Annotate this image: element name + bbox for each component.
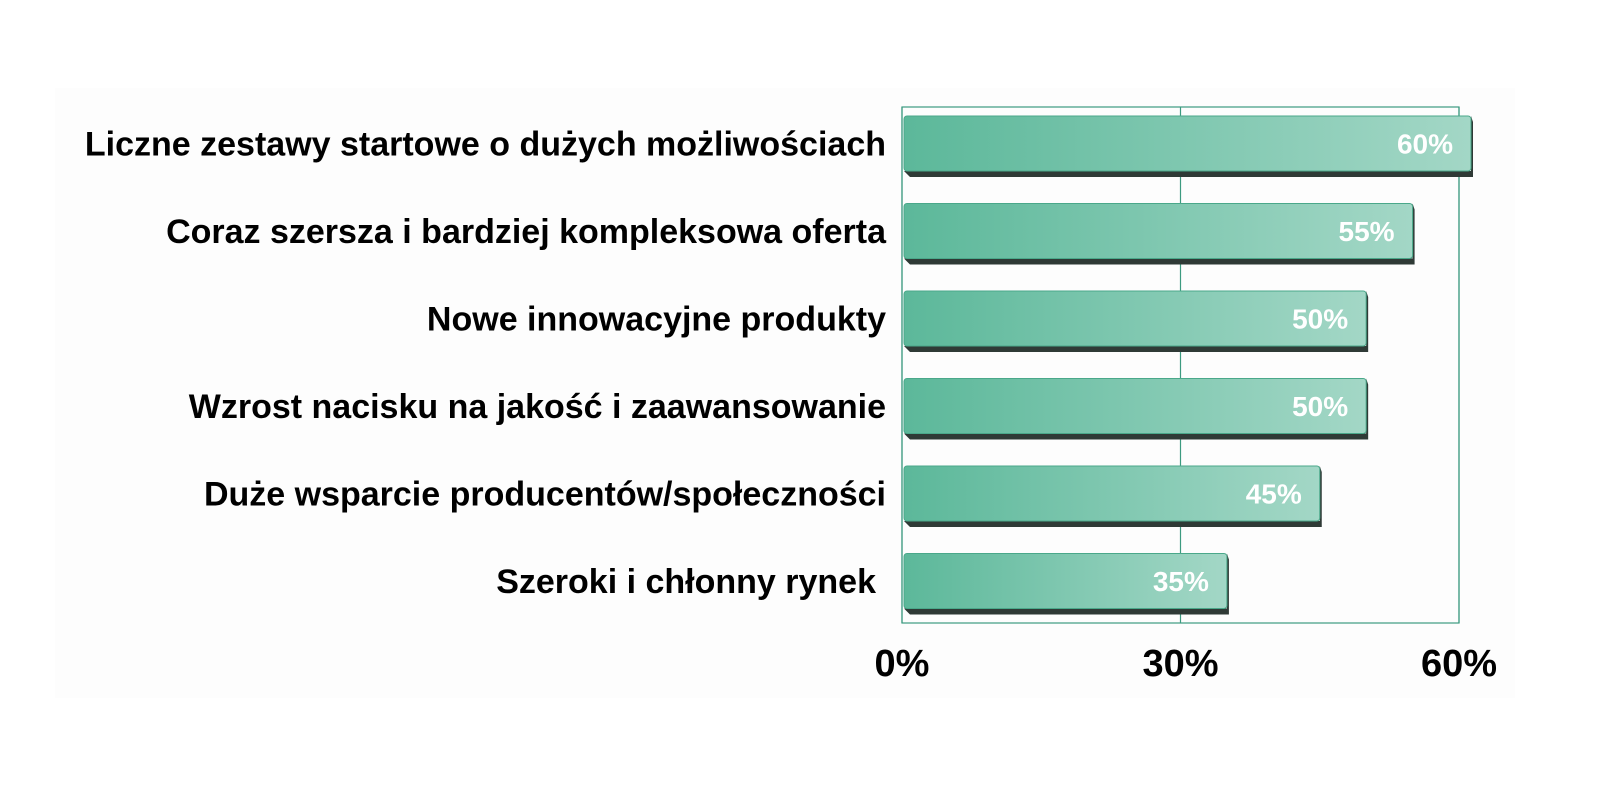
bar-value-label: 60% [1397,129,1453,160]
bar-value-label: 55% [1339,216,1395,247]
bar [903,115,1472,172]
bar [903,290,1367,347]
x-tick-label: 30% [1142,643,1218,685]
bars: 60% 55% 50% 50% 45% 35% [903,115,1473,615]
bar-value-label: 50% [1292,391,1348,422]
category-label: Szeroki i chłonny rynek [496,563,876,601]
bar-value-label: 35% [1153,566,1209,597]
category-labels: Liczne zestawy startowe o dużych możliwo… [85,126,887,602]
category-label: Wzrost nacisku na jakość i zaawansowanie [189,388,886,426]
x-axis-ticks: 0% 30% 60% [875,643,1497,685]
category-label: Nowe innowacyjne produkty [427,301,886,339]
bar [903,553,1228,609]
category-label: Liczne zestawy startowe o dużych możliwo… [85,126,886,164]
x-tick-label: 60% [1421,643,1497,685]
bar [903,465,1321,522]
category-label: Coraz szersza i bardziej kompleksowa ofe… [166,213,887,251]
category-label: Duże wsparcie producentów/społeczności [204,476,886,514]
x-tick-label: 0% [875,643,930,685]
grid [901,106,1460,624]
bar [903,378,1367,434]
bar [903,203,1414,259]
bar-value-label: 50% [1292,304,1348,335]
bar-value-label: 45% [1246,479,1302,510]
